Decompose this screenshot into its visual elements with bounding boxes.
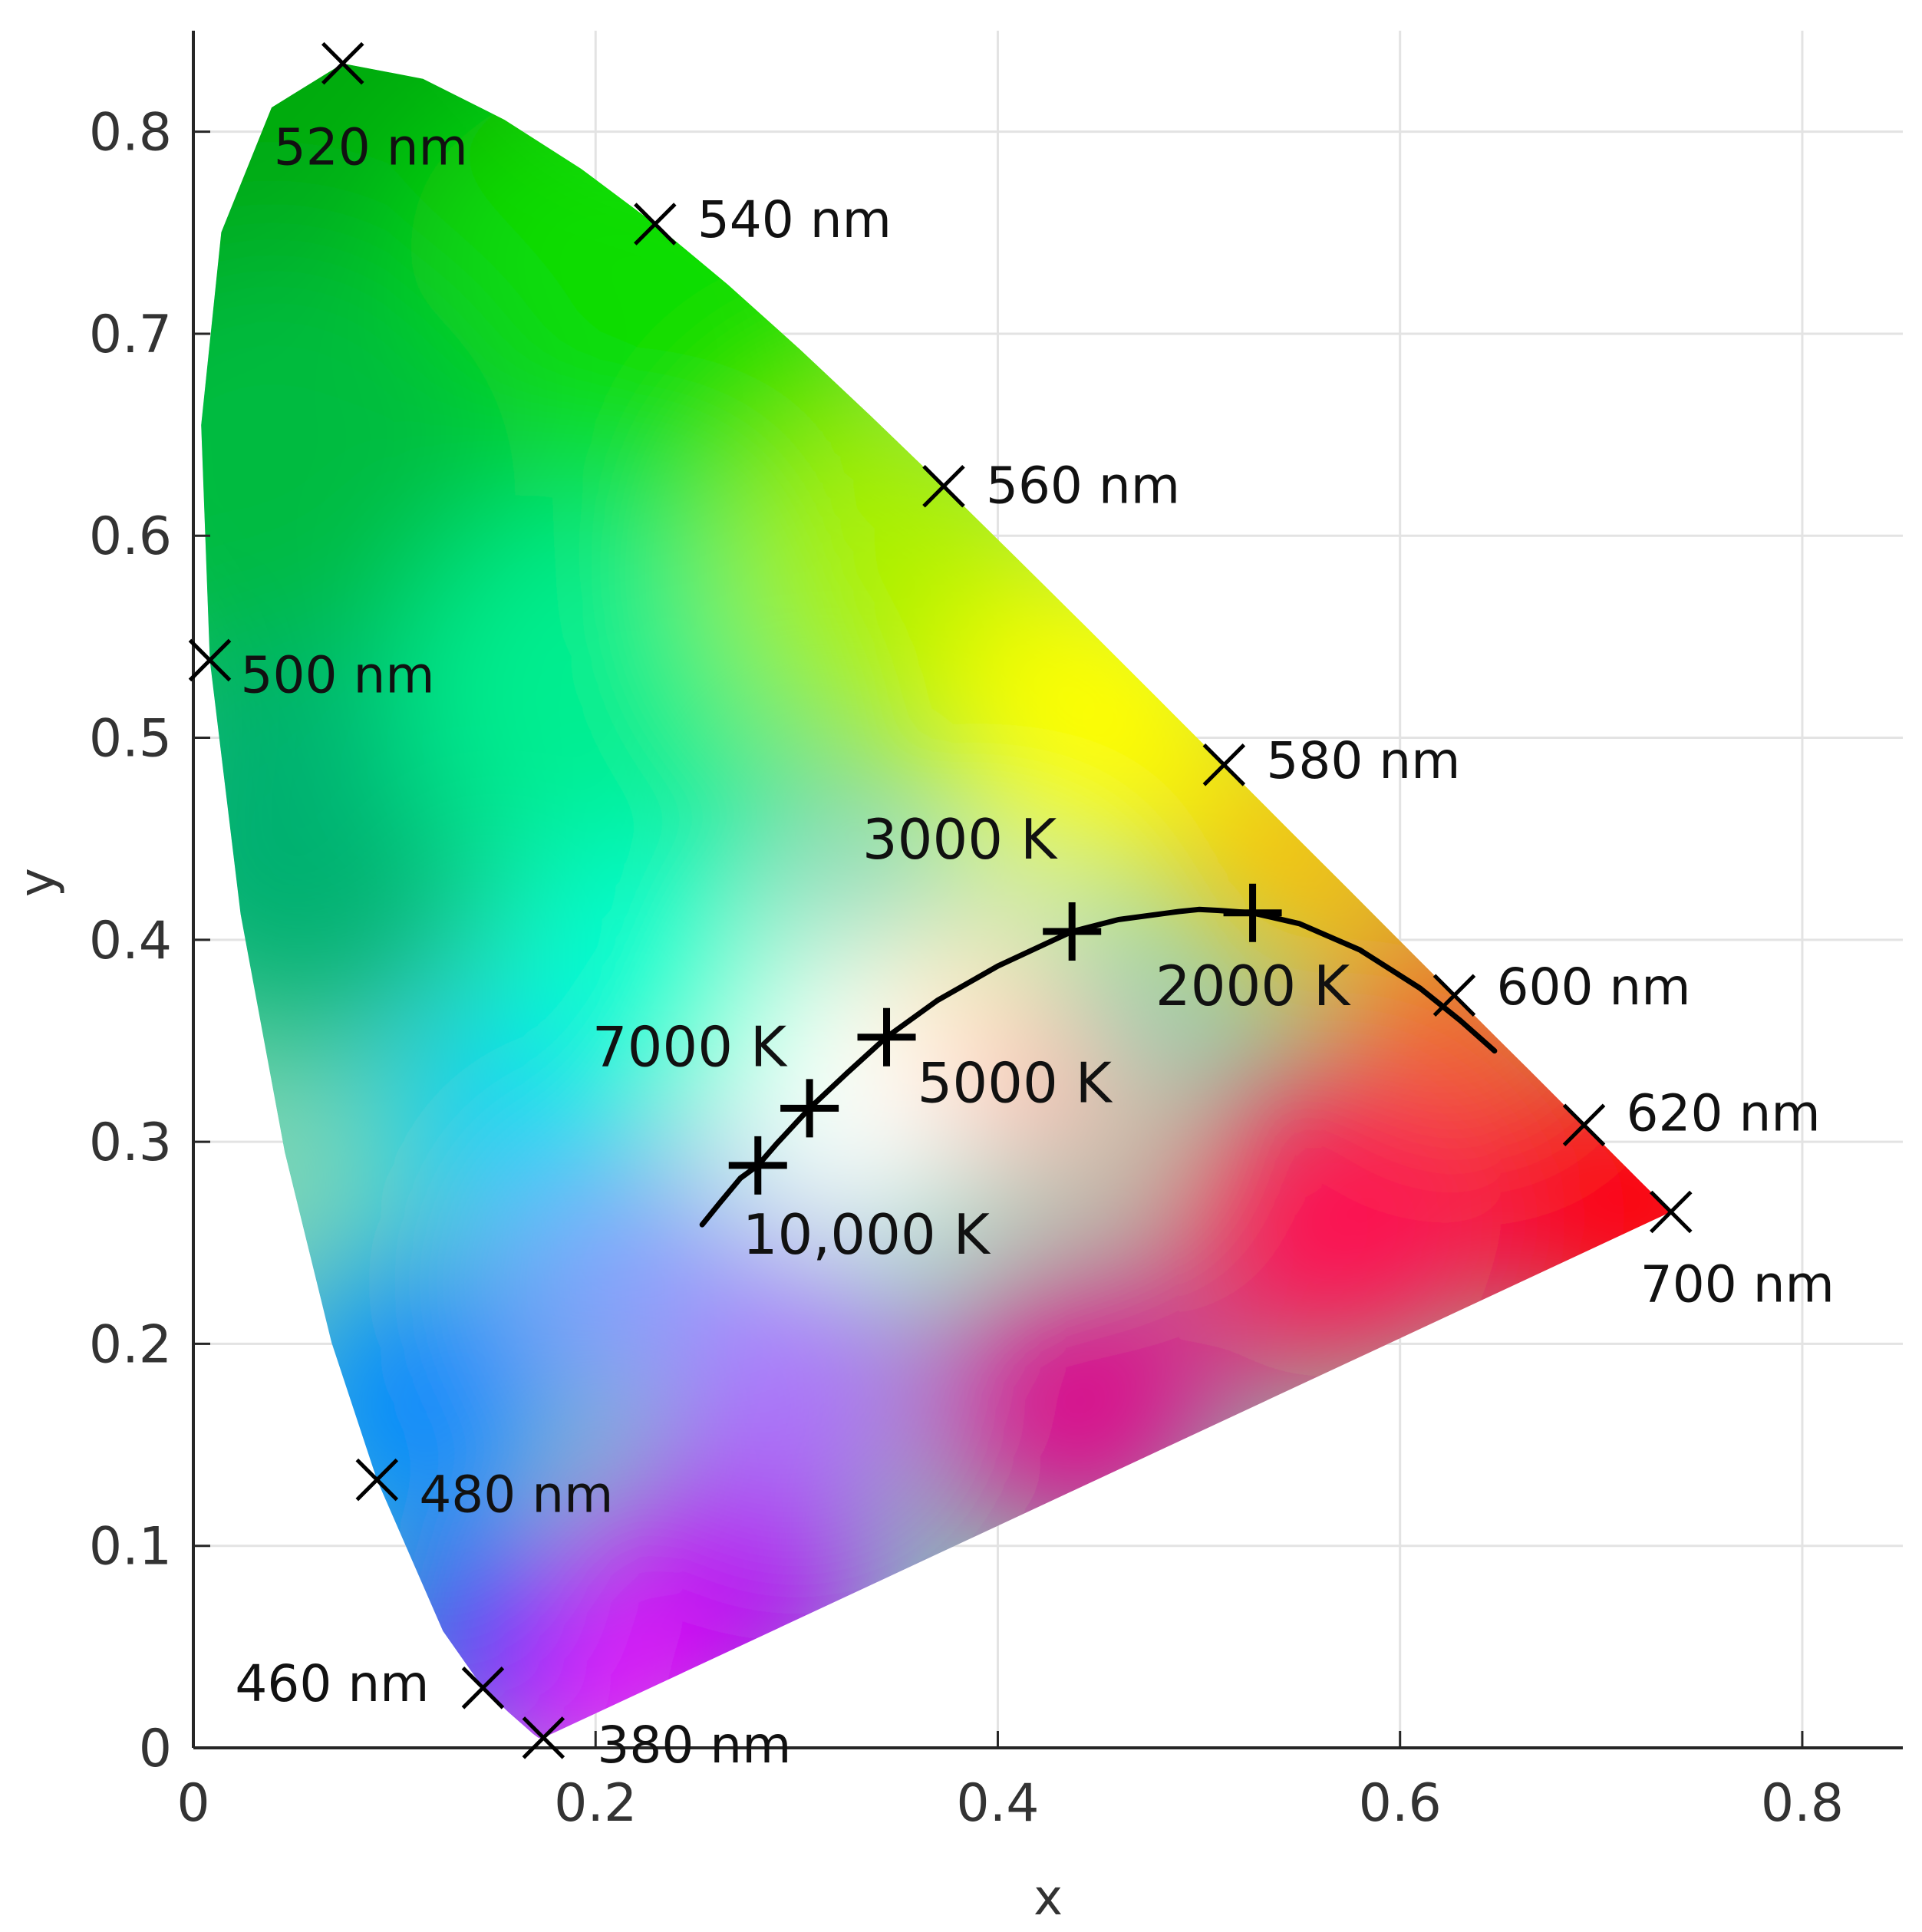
y-tick-label-7: 0.7: [89, 305, 172, 365]
wavelength-label-560-nm: 560 nm: [986, 457, 1180, 516]
wavelength-marker-700-nm: [1650, 1190, 1693, 1234]
wavelength-marker-460-nm: [461, 1667, 505, 1709]
y-tick-label-8: 0.8: [89, 103, 172, 163]
wavelength-label-500-nm: 500 nm: [240, 645, 434, 704]
x-axis-label: x: [1034, 1870, 1063, 1927]
x-tick-label-0: 0: [176, 1773, 209, 1834]
plot-axes: [192, 31, 1903, 1749]
cct-marker-5000-K: [857, 1007, 916, 1067]
cct-marker-3000-K: [1043, 902, 1102, 961]
chromaticity-gamut: [201, 63, 1671, 1739]
y-tick-label-6: 0.6: [89, 506, 172, 567]
wavelength-marker-480-nm: [355, 1458, 399, 1502]
x-tick-label-1: 0.2: [554, 1773, 637, 1834]
cct-label-2000-K: 2000 K: [1156, 954, 1351, 1018]
wavelength-marker-520-nm: [321, 41, 364, 85]
wavelength-label-700-nm: 700 nm: [1640, 1254, 1835, 1314]
wavelength-marker-580-nm: [1202, 743, 1246, 786]
cct-marker-10-000-K: [728, 1136, 787, 1195]
gamut-color-fill: [201, 63, 1671, 1739]
cct-label-7000-K: 7000 K: [592, 1014, 788, 1079]
x-tick-label-4: 0.8: [1761, 1773, 1844, 1834]
cct-label-5000-K: 5000 K: [918, 1051, 1113, 1116]
y-tick-label-1: 0.1: [89, 1517, 172, 1578]
wavelength-markers: 380 nm 460 nm 480 nm 500 nm 520 nm 540 nm 560 …: [188, 41, 1835, 1775]
wavelength-label-620-nm: 620 nm: [1627, 1083, 1821, 1142]
wavelength-label-480-nm: 480 nm: [419, 1465, 613, 1525]
cct-marker-2000-K: [1223, 883, 1282, 942]
wavelength-label-540-nm: 540 nm: [697, 190, 892, 249]
cct-label-10-000-K: 10,000 K: [743, 1202, 991, 1267]
wavelength-marker-600-nm: [1432, 974, 1476, 1017]
cct-marker-7000-K: [780, 1079, 839, 1138]
y-tick-label-5: 0.5: [89, 709, 172, 770]
cct-label-3000-K: 3000 K: [862, 807, 1058, 872]
wavelength-label-580-nm: 580 nm: [1266, 731, 1460, 790]
y-tick-label-4: 0.4: [89, 911, 172, 971]
wavelength-label-380-nm: 380 nm: [597, 1716, 791, 1775]
cct-markers: 10,000 K 7000 K 5000 K 3000 K 2000 K: [592, 807, 1351, 1267]
y-tick-label-0: 0: [139, 1719, 172, 1779]
wavelength-label-520-nm: 520 nm: [274, 118, 468, 177]
x-tick-label-3: 0.6: [1359, 1773, 1442, 1834]
y-axis-label: y: [9, 868, 66, 897]
wavelength-marker-540-nm: [634, 203, 677, 246]
wavelength-marker-620-nm: [1562, 1103, 1606, 1147]
x-tick-label-2: 0.4: [956, 1773, 1039, 1834]
y-tick-label-3: 0.3: [89, 1113, 172, 1173]
y-tick-label-2: 0.2: [89, 1314, 172, 1375]
wavelength-label-600-nm: 600 nm: [1496, 958, 1690, 1017]
wavelength-marker-560-nm: [922, 464, 965, 508]
wavelength-marker-500-nm: [188, 638, 232, 682]
wavelength-label-460-nm: 460 nm: [235, 1654, 429, 1713]
tick-labels: 0 0.2 0.4 0.6 0.8 0 0.1 0.2 0.3 0.4 0.5 0.6 0.7 0.8: [89, 103, 1844, 1834]
wavelength-marker-380-nm: [522, 1716, 565, 1759]
